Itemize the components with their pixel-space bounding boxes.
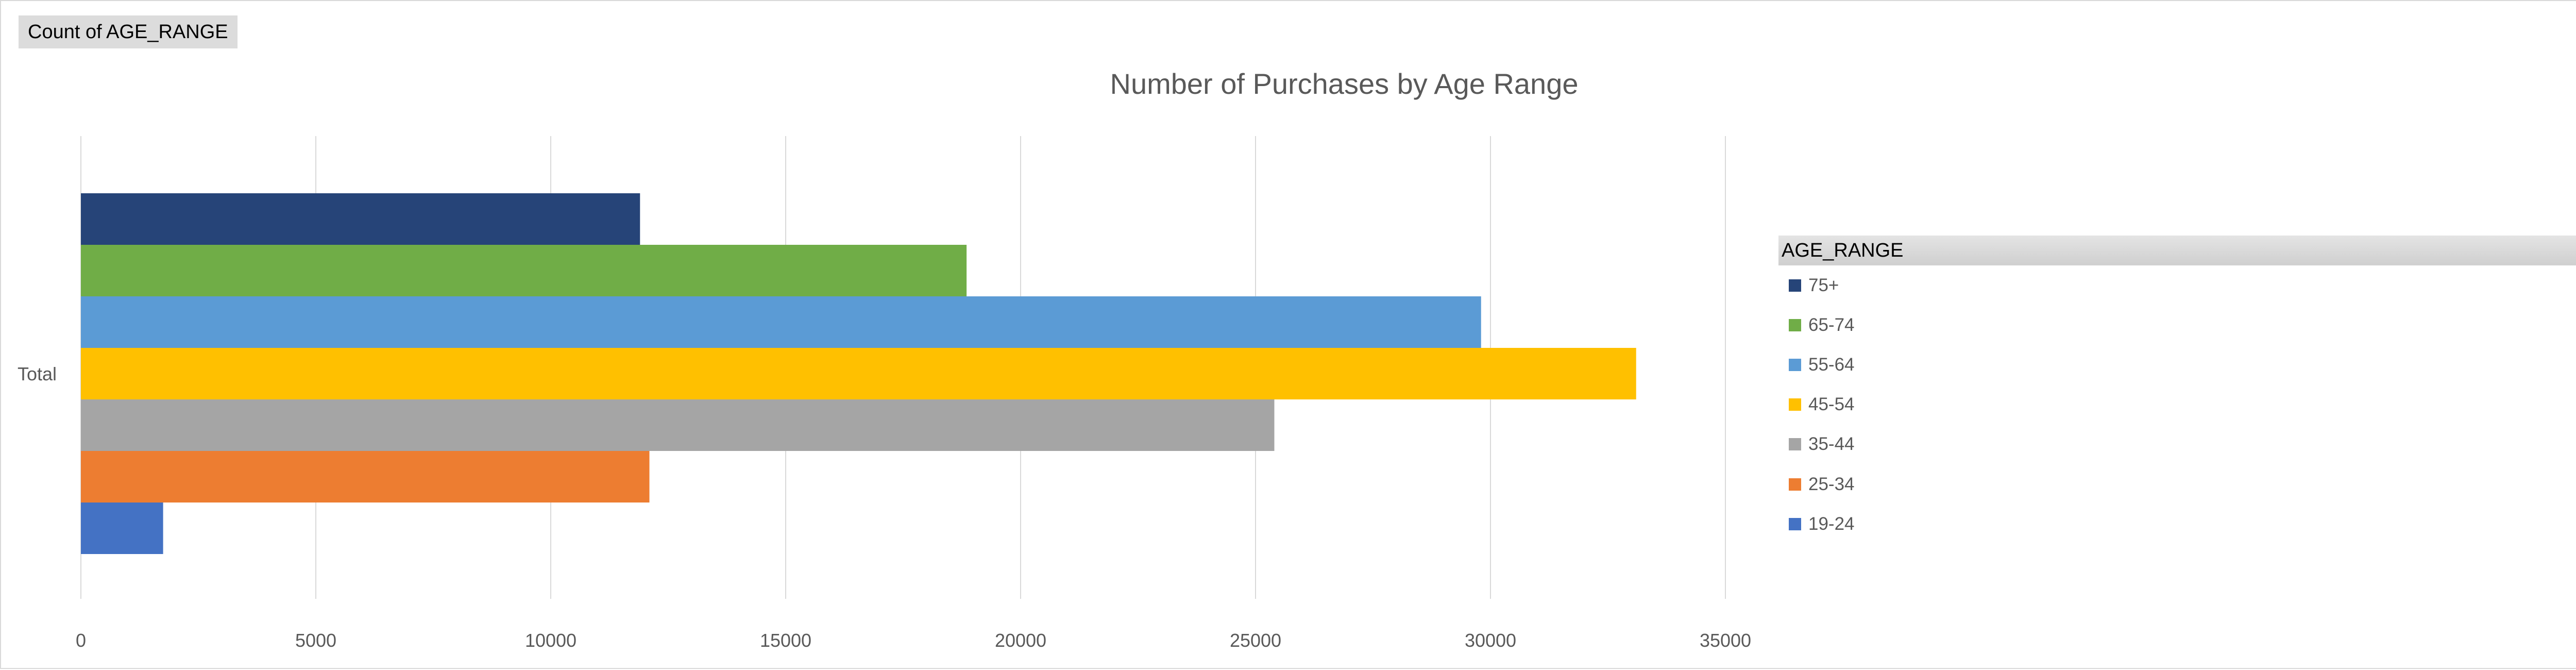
legend-item-35-44[interactable]: 35-44 — [1778, 425, 2576, 464]
legend-title: AGE_RANGE — [1782, 240, 1904, 261]
legend-swatch — [1789, 398, 1801, 411]
x-tick-label: 10000 — [525, 630, 577, 651]
x-tick-label: 30000 — [1465, 630, 1516, 651]
legend-label: 35-44 — [1808, 434, 1855, 455]
legend-label: 19-24 — [1808, 513, 1855, 534]
legend-label: 65-74 — [1808, 314, 1855, 335]
legend-label: 45-54 — [1808, 394, 1855, 415]
bar-25-34[interactable] — [81, 451, 650, 502]
bar-19-24[interactable] — [81, 502, 163, 554]
x-tick-label: 15000 — [760, 630, 811, 651]
legend-item-19-24[interactable]: 19-24 — [1778, 504, 2576, 544]
axis-labels: 0 5000 10000 15000 20000 25000 30000 35000 Total — [18, 363, 1751, 651]
x-tick-label: 25000 — [1230, 630, 1281, 651]
category-label: Total — [18, 363, 57, 384]
value-field-button[interactable]: Count of AGE_RANGE — [19, 15, 238, 48]
legend-slicer: AGE_RANGE . 75+ 65-74 55-64 45-54 35-44 25-34… — [1778, 236, 2576, 544]
bars — [81, 193, 1636, 554]
legend-list: 75+ 65-74 55-64 45-54 35-44 25-34 19-24 — [1778, 265, 2576, 544]
legend-item-45-54[interactable]: 45-54 — [1778, 385, 2576, 425]
bar-35-44[interactable] — [81, 399, 1275, 451]
legend-swatch — [1789, 319, 1801, 331]
bar-45-54[interactable] — [81, 348, 1636, 399]
legend-label: 25-34 — [1808, 474, 1855, 494]
legend-swatch — [1789, 478, 1801, 491]
legend-item-75+[interactable]: 75+ — [1778, 265, 2576, 305]
legend-item-55-64[interactable]: 55-64 — [1778, 345, 2576, 384]
x-tick-label: 0 — [76, 630, 86, 651]
legend-item-65-74[interactable]: 65-74 — [1778, 305, 2576, 345]
legend-label: 55-64 — [1808, 354, 1855, 375]
chart-title: Number of Purchases by Age Range — [1110, 68, 1579, 100]
x-tick-label: 20000 — [995, 630, 1046, 651]
bar-75+[interactable] — [81, 193, 640, 245]
legend-header: AGE_RANGE . — [1778, 236, 2576, 265]
legend-item-25-34[interactable]: 25-34 — [1778, 464, 2576, 504]
legend-swatch — [1789, 358, 1801, 371]
legend-label: 75+ — [1808, 275, 1839, 295]
x-tick-label: 5000 — [295, 630, 336, 651]
bar-55-64[interactable] — [81, 296, 1481, 348]
legend-swatch — [1789, 438, 1801, 451]
bar-65-74[interactable] — [81, 245, 967, 296]
x-tick-label: 35000 — [1700, 630, 1751, 651]
legend-swatch — [1789, 279, 1801, 292]
legend-swatch — [1789, 517, 1801, 530]
